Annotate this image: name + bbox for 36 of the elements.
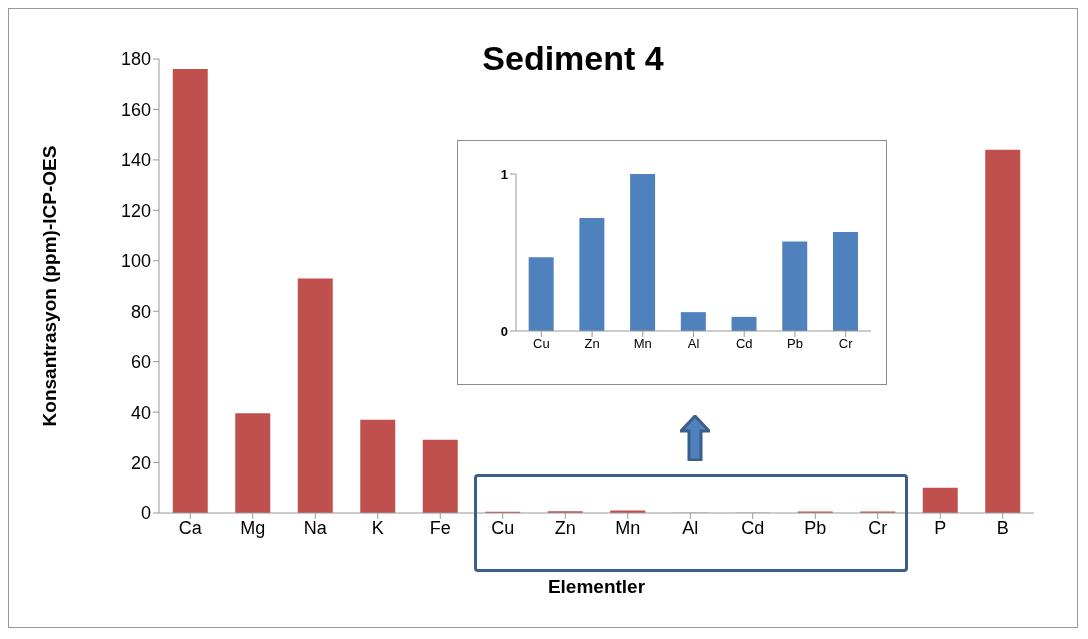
x-tick-label: Cu — [491, 517, 515, 538]
x-tick-label: P — [934, 517, 947, 538]
x-tick-label: Mn — [633, 336, 652, 352]
y-tick-label: 60 — [130, 352, 151, 373]
x-tick-label: Al — [682, 517, 699, 538]
x-tick-label: Zn — [554, 517, 576, 538]
x-tick-label: Cd — [741, 517, 765, 538]
y-tick-label: 180 — [120, 49, 151, 70]
x-tick-label: Mg — [240, 517, 266, 538]
x-tick-label: B — [996, 517, 1009, 538]
x-axis-title: Elementler — [547, 576, 646, 597]
x-tick-label: Mn — [615, 517, 641, 538]
chart-title: Sediment 4 — [482, 39, 664, 77]
y-tick-label: 120 — [120, 200, 151, 221]
y-tick-label: 100 — [120, 251, 151, 272]
y-tick-label: 140 — [120, 150, 151, 171]
x-tick-label: Pb — [786, 336, 803, 352]
x-tick-label: Pb — [804, 517, 827, 538]
y-tick-label: 40 — [130, 402, 151, 423]
y-tick-label: 160 — [120, 99, 151, 120]
x-tick-label: Cu — [533, 336, 550, 352]
x-tick-label: Ca — [178, 517, 203, 538]
x-tick-label: Al — [687, 336, 700, 352]
y-tick-label: 1 — [500, 166, 508, 182]
y-axis-title: Konsantrasyon (ppm)-ICP-OES — [38, 145, 60, 427]
x-tick-label: K — [371, 517, 384, 538]
x-tick-label: Zn — [584, 336, 600, 352]
y-tick-label: 20 — [130, 452, 151, 473]
x-tick-label: Fe — [429, 517, 451, 538]
x-tick-label: Na — [303, 517, 328, 538]
y-tick-label: 0 — [500, 323, 508, 339]
x-tick-label: Cd — [735, 336, 753, 352]
x-tick-label: Cr — [838, 336, 854, 352]
y-tick-label: 80 — [130, 301, 151, 322]
x-tick-label: Cr — [868, 517, 888, 538]
y-tick-label: 0 — [140, 503, 151, 524]
